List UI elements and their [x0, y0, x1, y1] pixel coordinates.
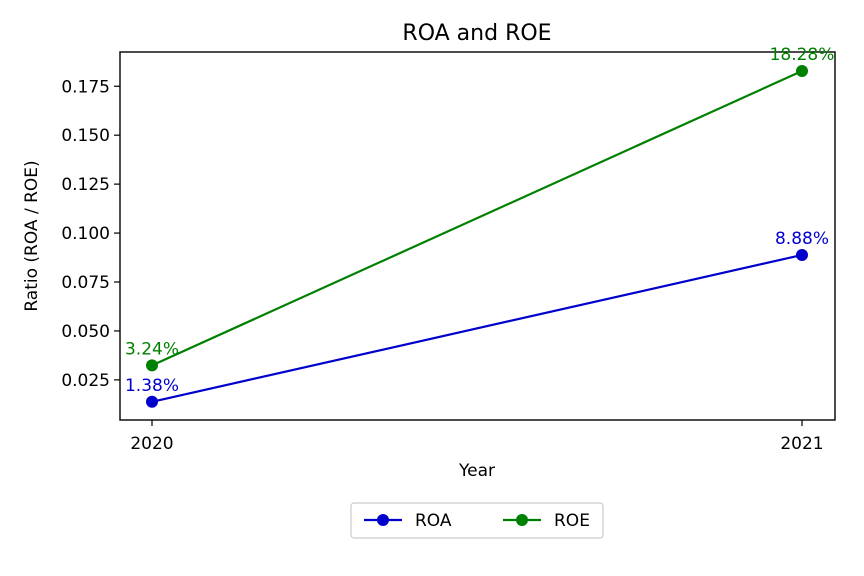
roe-data-label: 18.28% [770, 45, 835, 65]
x-tick-label: 2021 [780, 434, 823, 454]
x-axis-label: Year [458, 461, 495, 481]
y-tick-label: 0.100 [61, 224, 110, 244]
y-tick-label: 0.150 [61, 126, 110, 146]
y-tick-label: 0.075 [61, 273, 110, 293]
y-tick-label: 0.050 [61, 322, 110, 342]
roe-data-label: 3.24% [125, 339, 179, 359]
roe-series-line [151, 69, 803, 367]
x-tick-label: 2020 [130, 434, 173, 454]
roa-series-line [151, 253, 803, 403]
roa-data-point [796, 248, 808, 261]
y-axis-label: Ratio (ROA / ROE) [22, 160, 42, 311]
roa-legend-label: ROA [415, 511, 452, 531]
legend-frame [350, 502, 604, 539]
roe-legend-label: ROE [554, 511, 590, 531]
series-layer: 1.38% 8.88% 3.24% 18.28% [125, 45, 834, 408]
roa-data-point [146, 395, 158, 408]
roa-data-label: 1.38% [125, 376, 179, 396]
legend: ROA ROE [350, 502, 604, 539]
roa-data-label: 8.88% [775, 229, 829, 249]
plot-area-frame [119, 51, 836, 421]
chart-title: ROA and ROE [402, 21, 551, 46]
roe-data-point [146, 359, 158, 372]
x-axis: 2020 2021 [130, 420, 824, 454]
y-axis: 0.025 0.050 0.075 0.100 0.125 0.150 0.175 [61, 77, 120, 391]
roe-legend-marker [516, 514, 528, 526]
y-tick-label: 0.175 [61, 77, 110, 97]
roa-legend-marker [377, 514, 389, 526]
y-tick-label: 0.025 [61, 371, 110, 391]
y-tick-label: 0.125 [61, 175, 110, 195]
roe-data-point [796, 64, 808, 77]
